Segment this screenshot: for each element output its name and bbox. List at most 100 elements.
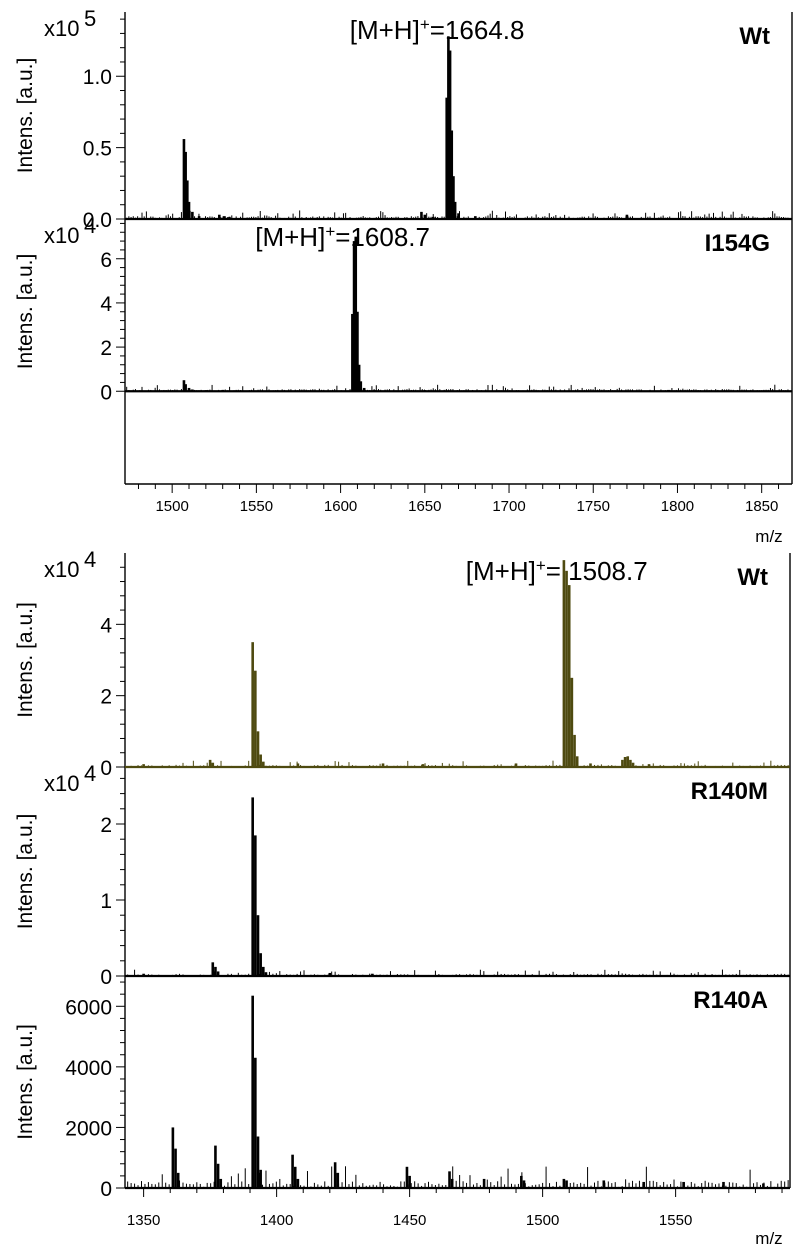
peak-bar [191, 389, 194, 392]
y-tick-label: 0.0 [83, 209, 112, 232]
peak-bar [474, 216, 477, 219]
peak-bar [214, 1145, 217, 1188]
peak-bar [204, 390, 208, 392]
peak-bar [423, 214, 427, 219]
panel-wt: 0.0 0.5 1.0 Intens. [a.u.] x10 5 [M+H]+=1664.8… [14, 6, 792, 232]
annotation-charge: + [536, 556, 546, 575]
peak-bar [570, 677, 574, 767]
variant-label: R140A [693, 987, 768, 1014]
peak-bar [208, 759, 212, 767]
y-multiplier-exponent: 4 [84, 547, 96, 572]
peak-bar [408, 1175, 411, 1188]
y-multiplier-base: x10 [44, 223, 79, 248]
peak-bar [567, 585, 571, 767]
peak-bar [259, 953, 262, 976]
peak-bar [256, 1136, 260, 1188]
mass-annotation: [M+H]+=1608.7 [255, 222, 430, 252]
x-tick-label: 1800 [661, 498, 694, 515]
peak-bar [351, 313, 354, 392]
peak-bar [216, 1163, 220, 1188]
y-tick-label: 0 [100, 966, 112, 989]
peak-bar [251, 995, 254, 1188]
peak-bar [589, 763, 592, 767]
y-multiplier-base: x10 [44, 16, 79, 41]
peak-bar [354, 236, 358, 392]
peak-bar [174, 1148, 177, 1188]
peak-bar [565, 1180, 568, 1188]
y-axis-title: Intens. [a.u.] [14, 814, 37, 930]
peak-bar [562, 1178, 566, 1188]
peak-bar [262, 966, 265, 976]
y-tick-label: 2 [100, 686, 112, 709]
peak-bar [423, 390, 427, 392]
annotation-prefix: [M+H] [350, 15, 420, 45]
peak-bar [336, 1172, 340, 1188]
peak-bar [431, 216, 435, 219]
peak-bar [197, 216, 201, 219]
x-tick-label: 1550 [240, 498, 273, 515]
y-tick-label: 4 [100, 293, 112, 316]
peak-bar [176, 1172, 180, 1188]
y-axis-title: Intens. [a.u.] [14, 254, 37, 370]
peak-bar [722, 1181, 725, 1188]
x-tick-label: 1850 [745, 498, 778, 515]
y-multiplier: x10 5 [44, 6, 96, 41]
variant-label: I154G [705, 230, 770, 257]
peak-bar [296, 763, 300, 767]
peak-bar [623, 757, 627, 767]
peak-bar [142, 973, 145, 976]
peak-bar [452, 176, 455, 219]
peak-bar [602, 1180, 606, 1188]
peak-bar [626, 756, 630, 767]
y-axis-title: Intens. [a.u.] [14, 602, 37, 718]
peak-series [182, 236, 671, 392]
x-tick-label: 1450 [393, 1212, 426, 1229]
peak-bar [256, 731, 260, 767]
peak-bar [184, 384, 187, 392]
peak-bar [371, 973, 374, 976]
peak-bar [447, 36, 450, 219]
variant-label: R140M [691, 778, 768, 805]
peak-bar [328, 972, 332, 976]
annotation-value: = 1508.7 [546, 556, 648, 586]
peak-bar [565, 570, 568, 767]
y-tick-label: 6 [100, 249, 112, 272]
peak-bar [381, 763, 385, 767]
panel-r140m: 0 1 2 Intens. [a.u.] x10 4 R140M [14, 761, 790, 989]
peak-bar [251, 642, 254, 767]
peak-bar [421, 764, 425, 767]
noise-series [127, 969, 789, 976]
peak-bar [445, 97, 449, 219]
peak-bar [264, 972, 268, 976]
peak-bar [562, 560, 566, 767]
peak-bar [219, 1178, 223, 1188]
y-tick-label: 0.5 [83, 138, 112, 161]
peak-series [182, 36, 629, 219]
peak-bar [356, 311, 359, 392]
noise-series [127, 1166, 789, 1188]
peak-bar [573, 734, 576, 767]
peak-bar [259, 754, 262, 767]
y-multiplier-exponent: 4 [84, 213, 96, 238]
x-tick-label: 1550 [659, 1212, 692, 1229]
y-axis-title: Intens. [a.u.] [14, 58, 37, 174]
peak-bar [293, 1166, 297, 1188]
annotation-prefix: [M+H] [466, 556, 536, 586]
annotation-charge: + [420, 15, 430, 34]
y-multiplier: x10 4 [44, 213, 96, 248]
peak-bar [296, 1178, 300, 1188]
peak-bar [621, 759, 624, 767]
panel-r140a: 0 2000 4000 6000 Intens. [a.u.] R140A [14, 981, 790, 1201]
peak-bar [762, 1183, 765, 1188]
x-tick-label: 1700 [492, 498, 525, 515]
peak-bar [642, 1181, 645, 1188]
y-tick-label: 0 [100, 757, 112, 780]
peak-bar [453, 201, 457, 219]
x-axis-title: m/z [755, 1229, 782, 1248]
peak-bar [457, 213, 460, 219]
annotation-value: =1608.7 [335, 222, 430, 252]
noise-series [127, 760, 789, 767]
